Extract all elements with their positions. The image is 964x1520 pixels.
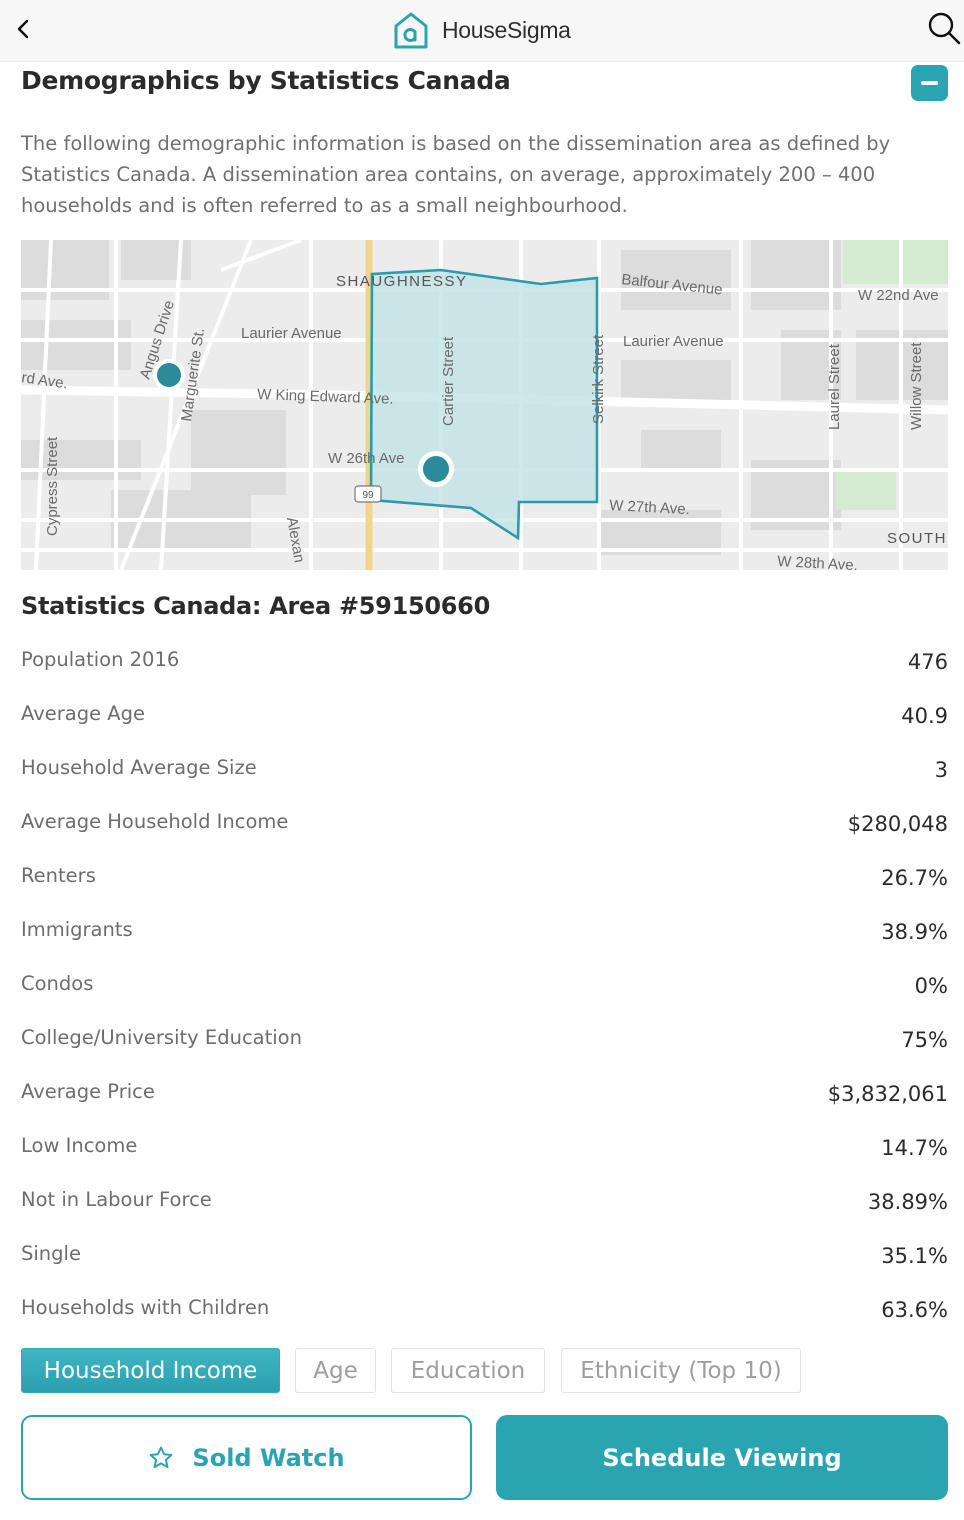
stat-label: Average Price [21,1080,155,1103]
stat-row: Population 2016 476 [21,640,948,694]
house-logo-icon [394,12,428,49]
stat-row: Low Income 14.7% [21,1126,948,1180]
dissemination-area-polygon [369,268,599,541]
stat-value: $3,832,061 [827,1082,948,1106]
highway-shield: 99 [354,485,382,503]
stat-value: 26.7% [881,866,948,890]
tab-education[interactable]: Education [391,1348,545,1393]
schedule-viewing-button[interactable]: Schedule Viewing [496,1415,948,1500]
map-parks [836,240,948,510]
stats-list: Population 2016 476 Average Age 40.9 House… [21,640,948,1342]
stat-row: Renters 26.7% [21,856,948,910]
map-label: Cartier Street [440,336,457,426]
map-label: rd Ave. [21,369,69,392]
map-label: W 22nd Ave [858,287,939,304]
map-label: Cypress Street [44,436,61,536]
stat-value: $280,048 [847,812,948,836]
top-bar: HouseSigma [0,0,964,62]
app-name: HouseSigma [442,16,571,43]
schedule-viewing-label: Schedule Viewing [602,1443,842,1472]
map-label: Laurier Avenue [241,325,342,342]
map-label: Laurel Street [826,343,843,430]
svg-text:99: 99 [362,490,374,501]
stat-label: Low Income [21,1134,138,1157]
stat-label: College/University Education [21,1026,302,1049]
area-map[interactable]: 99 SHAUGHNESSY Balfour Avenue W 22nd Ave… [21,240,948,570]
chevron-left-icon [17,19,29,39]
collapse-button[interactable] [911,65,948,101]
stat-value: 35.1% [881,1244,948,1268]
stat-row: Average Household Income $280,048 [21,802,948,856]
stat-label: Immigrants [21,918,133,941]
map-label: W 27th Ave. [609,497,690,518]
stat-row: Average Age 40.9 [21,694,948,748]
search-icon [928,12,961,45]
stat-row: Immigrants 38.9% [21,910,948,964]
minus-icon [921,81,938,85]
tab-household-income[interactable]: Household Income [21,1348,280,1393]
stat-row: College/University Education 75% [21,1018,948,1072]
stat-row: Households with Children 63.6% [21,1288,948,1342]
stat-value: 14.7% [881,1136,948,1160]
stat-value: 40.9 [901,704,948,728]
stat-value: 38.89% [867,1190,948,1214]
chart-tabs: Household Income Age Education Ethnicity… [21,1348,948,1393]
map-label: SOUTH [887,530,947,547]
app-logo[interactable]: HouseSigma [392,8,571,52]
stat-label: Condos [21,972,94,995]
map-label: W King Edward Ave. [257,386,394,408]
back-button[interactable] [10,12,38,46]
location-pin-listing[interactable] [418,451,454,487]
star-icon [150,1446,173,1468]
sold-watch-label: Sold Watch [192,1443,345,1472]
stat-row: Average Price $3,832,061 [21,1072,948,1126]
section-title: Demographics by Statistics Canada [21,66,511,95]
stat-label: Population 2016 [21,648,180,671]
stat-value: 63.6% [881,1298,948,1322]
king-edward-road [21,385,948,415]
stat-label: Renters [21,864,96,887]
tab-age[interactable]: Age [295,1348,376,1393]
stat-row: Household Average Size 3 [21,748,948,802]
stat-label: Not in Labour Force [21,1188,212,1211]
map-label: W 26th Ave [328,450,404,467]
map-label: Willow Street [908,342,925,430]
stat-value: 75% [901,1028,948,1052]
stat-value: 38.9% [881,920,948,944]
stat-value: 476 [907,650,948,674]
map-label: Laurier Avenue [623,333,724,350]
sold-watch-button[interactable]: Sold Watch [21,1415,472,1500]
stat-label: Single [21,1242,81,1265]
stat-row: Condos 0% [21,964,948,1018]
stat-label: Household Average Size [21,756,257,779]
stat-label: Households with Children [21,1296,270,1319]
area-title: Statistics Canada: Area #59150660 [21,592,490,620]
search-button[interactable] [926,10,962,46]
stat-label: Average Household Income [21,810,289,833]
intro-text: The following demographic information is… [21,132,891,217]
stat-row: Single 35.1% [21,1234,948,1288]
stat-value: 3 [934,758,948,782]
stat-row: Not in Labour Force 38.89% [21,1180,948,1234]
map-label: SHAUGHNESSY [336,273,468,290]
tab-ethnicity[interactable]: Ethnicity (Top 10) [561,1348,801,1393]
location-pin-left[interactable] [153,359,185,391]
map-label: Selkirk Street [590,334,607,424]
stat-label: Average Age [21,702,145,725]
stat-value: 0% [914,974,948,998]
map-label: W 28th Ave. [777,553,858,570]
